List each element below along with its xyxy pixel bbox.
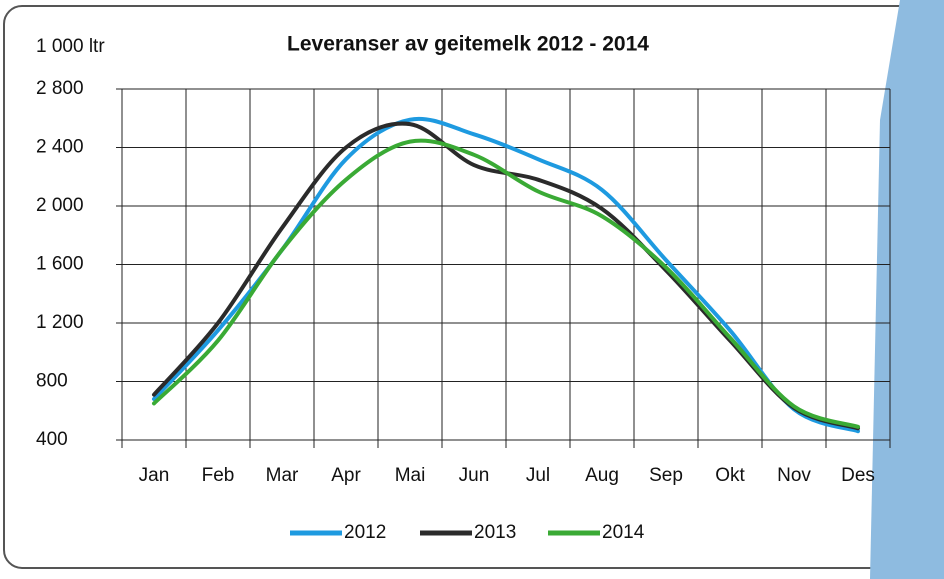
x-tick-label: Jul <box>526 465 550 486</box>
x-tick-label: Jan <box>139 465 170 486</box>
y-tick-label: 2 800 <box>36 78 84 99</box>
y-tick-label: 1 200 <box>36 312 84 333</box>
x-tick-label: Okt <box>715 465 745 486</box>
x-tick-label: Jun <box>459 465 490 486</box>
series-line <box>152 138 860 429</box>
y-tick-label: 1 600 <box>36 254 84 275</box>
x-tick-label: Aug <box>585 465 619 486</box>
x-tick-label: Nov <box>777 465 811 486</box>
x-tick-label: Des <box>841 465 875 486</box>
legend-label: 2014 <box>602 522 645 543</box>
legend-label: 2012 <box>344 522 386 543</box>
x-tick-label: Apr <box>331 465 361 486</box>
chart-title: Leveranser av geitemelk 2012 - 2014 <box>287 33 649 56</box>
scan-edge <box>870 0 944 579</box>
x-tick-label: Sep <box>649 465 683 486</box>
legend-label: 2013 <box>474 522 516 543</box>
y-tick-label: 400 <box>36 429 68 450</box>
y-tick-label: 2 400 <box>36 137 84 158</box>
y-axis-label: 1 000 ltr <box>36 36 105 57</box>
y-tick-label: 2 000 <box>36 195 84 216</box>
x-tick-label: Mar <box>266 465 299 486</box>
x-tick-label: Feb <box>202 465 235 486</box>
x-tick-label: Mai <box>395 465 426 486</box>
y-tick-label: 800 <box>36 371 68 392</box>
